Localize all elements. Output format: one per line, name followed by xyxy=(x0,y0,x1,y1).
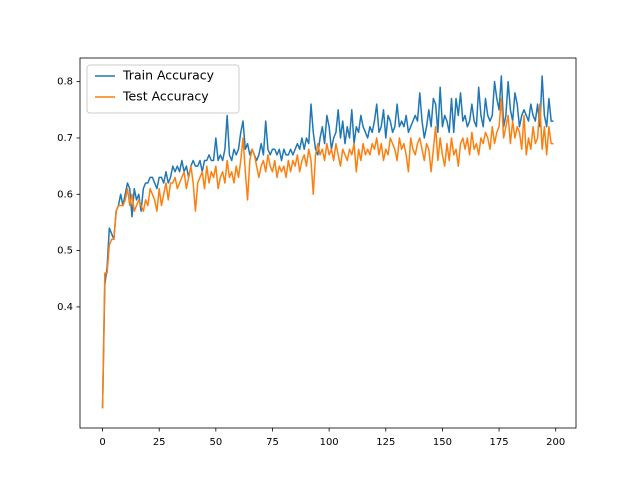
y-tick-label: 0.8 xyxy=(57,77,73,88)
y-tick-label: 0.6 xyxy=(57,189,73,200)
legend-label: Test Accuracy xyxy=(122,89,209,104)
data-line xyxy=(101,97,554,409)
legend-box xyxy=(86,64,240,114)
x-tick-label: 100 xyxy=(320,437,339,448)
x-tick-label: 200 xyxy=(546,437,565,448)
x-tick-label: 175 xyxy=(490,437,509,448)
data-line xyxy=(101,75,554,409)
legend-label: Train Accuracy xyxy=(122,68,215,83)
y-tick-label: 0.4 xyxy=(57,302,73,313)
x-tick-label: 50 xyxy=(209,437,222,448)
y-tick-label: 0.5 xyxy=(57,246,73,257)
x-tick-label: 25 xyxy=(153,437,166,448)
x-tick-label: 125 xyxy=(376,437,395,448)
axes-frame xyxy=(79,57,577,429)
x-tick-label: 150 xyxy=(433,437,452,448)
x-tick-label: 75 xyxy=(266,437,279,448)
y-tick-label: 0.7 xyxy=(57,133,73,144)
x-tick-label: 0 xyxy=(99,437,105,448)
